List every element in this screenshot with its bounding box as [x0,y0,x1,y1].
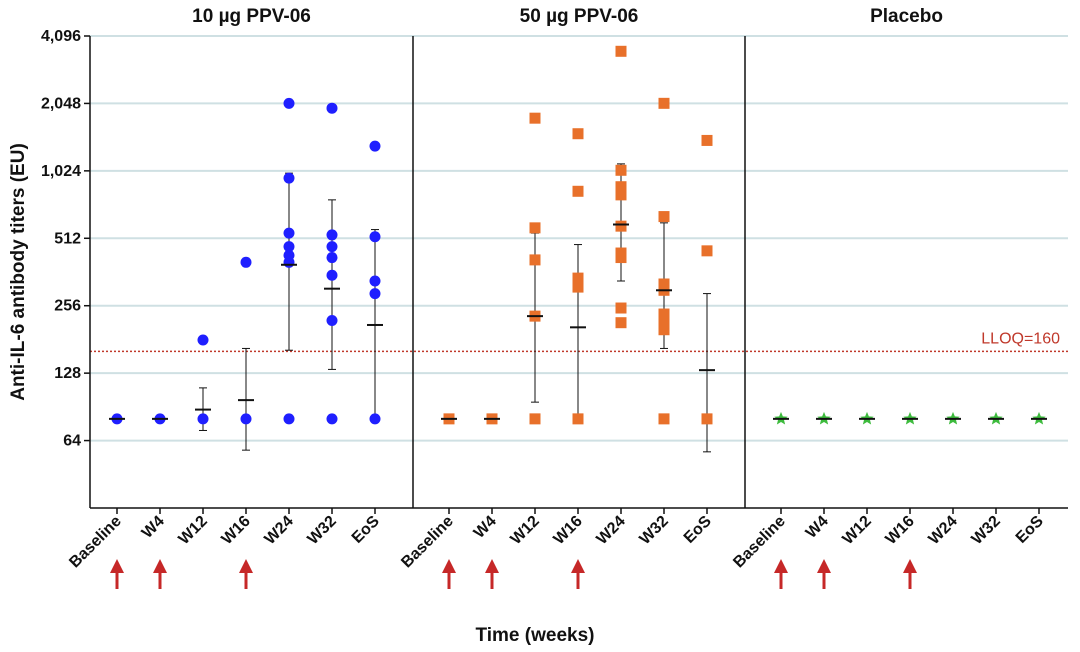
ytick-label-512: 512 [54,230,81,247]
point-1-w32-6 [658,211,670,223]
point-1-w16-1 [572,281,584,293]
xtick-label-2-w16: W16 [883,513,918,548]
y-axis-label: Anti-IL-6 antibody titers (EU) [8,143,29,401]
point-1-eos-1 [701,245,713,257]
x-axis-label: Time (weeks) [476,625,595,646]
point-0-eos-2 [369,275,381,287]
point-0-eos-0 [369,413,381,425]
point-1-w32-7 [658,97,670,109]
axes: 64 128 256 512 1,024 2,048 4,096 [41,28,1068,514]
ytick-label-2048: 2,048 [41,95,81,112]
xtick-label-1-w16: W16 [551,513,586,548]
arrow-head-2-w16 [903,559,917,573]
panel-title-placebo: Placebo [870,6,943,27]
point-1-w24-5 [615,189,627,201]
point-1-w32-2 [658,317,670,329]
xtick-label-2-w12: W12 [840,513,875,548]
point-0-w32-6 [326,102,338,114]
point-0-w32-2 [326,269,338,281]
point-0-w32-4 [326,241,338,253]
point-0-w32-3 [326,252,338,264]
point-1-w24-7 [615,164,627,176]
xtick-label-2-w4: W4 [803,513,832,542]
arrow-head-0-w16 [239,559,253,573]
data-marks [109,45,1047,453]
xtick-label-2-eos: EoS [1013,513,1047,547]
point-0-w32-5 [326,229,338,241]
point-0-eos-3 [369,231,381,243]
point-0-w16-1 [240,256,252,268]
point-1-w32-1 [658,324,670,336]
point-1-w24-6 [615,181,627,193]
point-1-w32-5 [658,278,670,290]
point-0-eos-1 [369,288,381,300]
point-1-w16-0 [572,413,584,425]
xtick-label-0-w24: W24 [262,513,297,548]
point-0-w16-0 [240,413,252,425]
ytick-label-256: 256 [54,298,81,315]
point-1-w12-2 [529,254,541,266]
point-0-w24-0 [283,413,295,425]
xtick-label-1-w32: W32 [637,513,672,548]
point-1-w24-3 [615,247,627,259]
xtick-label-2-w24: W24 [926,513,961,548]
point-1-eos-2 [701,134,713,146]
xtick-label-0-eos: EoS [349,513,383,547]
lloq-label: LLOQ=160 [981,330,1060,347]
xtick-label-2-w32: W32 [969,513,1004,548]
xtick-label-1-w12: W12 [508,513,543,548]
xtick-label-1-eos: EoS [681,513,715,547]
arrow-head-0-baseline [110,559,124,573]
point-0-w24-5 [283,172,295,184]
arrow-head-1-baseline [442,559,456,573]
point-1-w12-3 [529,222,541,234]
point-1-w16-3 [572,185,584,197]
arrow-head-2-w4 [817,559,831,573]
point-0-w24-6 [283,97,295,109]
point-1-w24-8 [615,45,627,57]
point-1-w24-0 [615,317,627,329]
x-tick-labels: Baseline W4 W12 W16 W24 W32 EoS Baseline W4 W12 W1… [66,513,1047,572]
point-1-w32-0 [658,413,670,425]
ytick-label-4096: 4,096 [41,28,81,45]
panel-title-10ug: 10 µg PPV-06 [192,6,311,27]
xtick-label-0-w32: W32 [305,513,340,548]
xtick-label-1-w24: W24 [594,513,629,548]
arrow-head-1-w4 [485,559,499,573]
point-0-w24-2 [283,249,295,261]
point-0-w12-1 [197,334,209,346]
point-1-w16-2 [572,272,584,284]
point-1-w24-1 [615,302,627,314]
ytick-label-128: 128 [54,365,81,382]
point-1-w32-3 [658,308,670,320]
point-0-eos-4 [369,140,381,152]
point-0-w32-0 [326,413,338,425]
point-0-w24-4 [283,227,295,239]
point-1-w24-4 [615,220,627,232]
point-1-w12-0 [529,413,541,425]
point-0-w24-3 [283,241,295,253]
point-0-w32-1 [326,314,338,326]
arrow-head-2-baseline [774,559,788,573]
xtick-label-1-w4: W4 [471,513,500,542]
panel-title-50ug: 50 µg PPV-06 [520,6,639,27]
xtick-label-0-w12: W12 [176,513,211,548]
panel-titles: 10 µg PPV-06 50 µg PPV-06 Placebo [192,6,943,27]
point-1-w16-4 [572,128,584,140]
xtick-label-0-w16: W16 [219,513,254,548]
point-1-w12-4 [529,112,541,124]
gridlines [90,35,1068,442]
point-0-w12-0 [197,413,209,425]
xtick-label-0-w4: W4 [139,513,168,542]
arrow-head-0-w4 [153,559,167,573]
point-1-eos-0 [701,413,713,425]
arrow-head-1-w16 [571,559,585,573]
ytick-label-1024: 1,024 [41,163,81,180]
vaccination-arrows [110,559,917,589]
reference-line-group: LLOQ=160 [90,330,1068,353]
ytick-label-64: 64 [63,433,81,450]
